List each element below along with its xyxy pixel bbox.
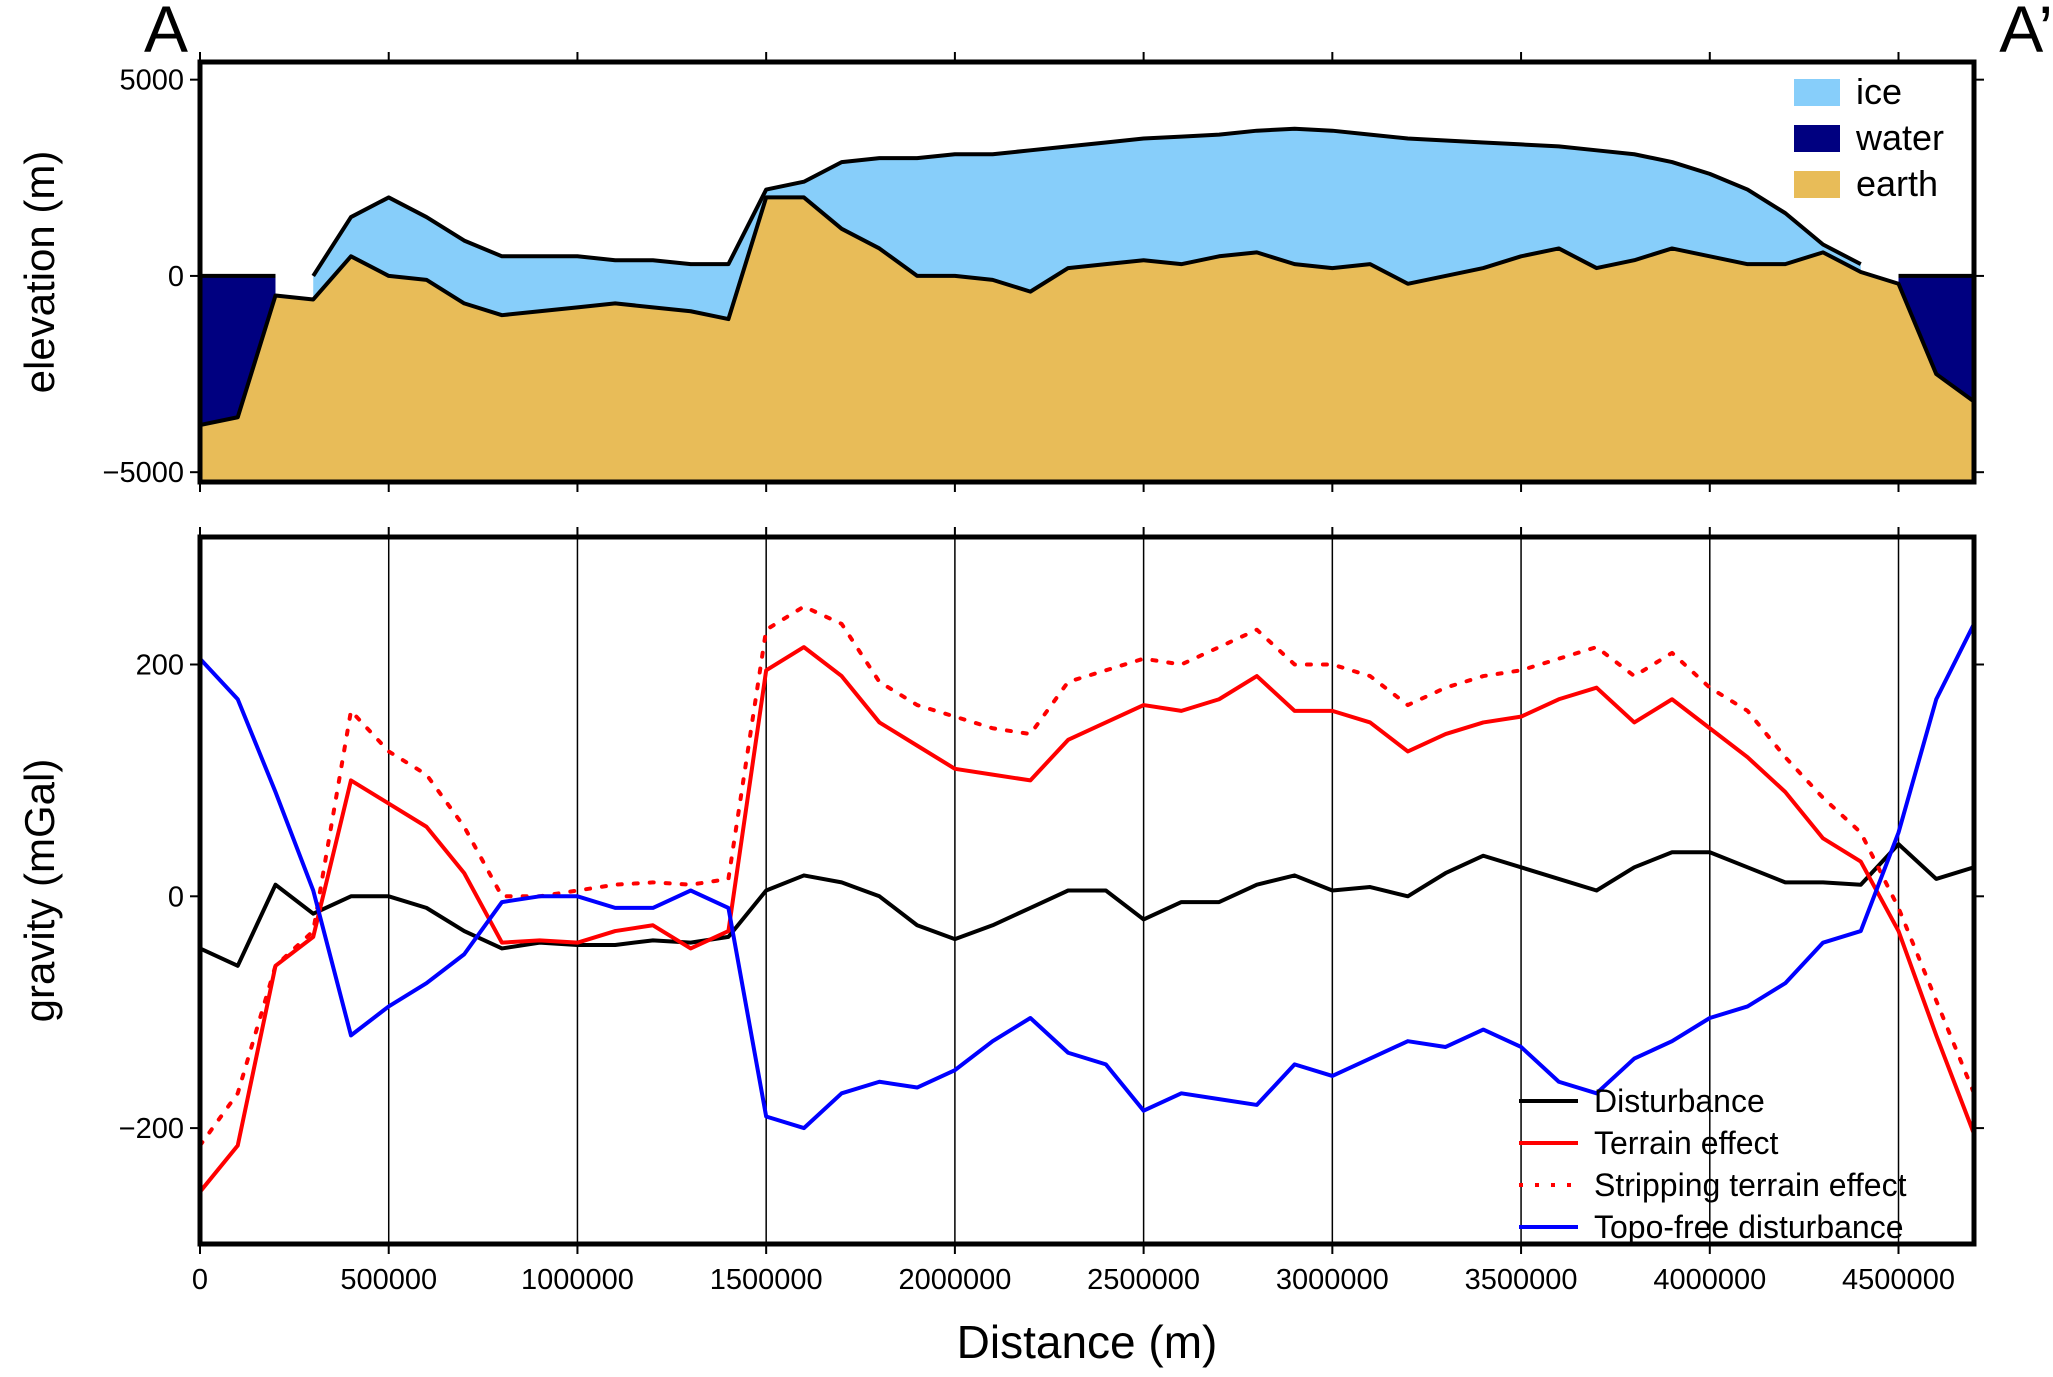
water-fill [1898,275,1974,402]
legend-label: Disturbance [1594,1083,1765,1119]
y-axis-label: elevation (m) [16,151,63,394]
ice-fill [313,128,1861,320]
annotation: A [144,0,188,66]
y-tick-label: 200 [136,649,184,681]
plot-frame [197,59,1977,485]
plot-area [200,604,1974,1194]
annotation: A’ [1999,0,2053,66]
plot-frame [197,534,1977,1247]
legend-label: ice [1856,71,1902,112]
earth-fill [200,197,1974,482]
legend-label: water [1855,117,1944,158]
x-tick-label: 4500000 [1842,1264,1955,1296]
legend-label: earth [1856,163,1938,204]
legend-swatch [1794,79,1840,106]
legend-swatch [1794,171,1840,198]
plot-area [200,126,1974,482]
legend-label: Topo-free disturbance [1594,1209,1904,1245]
legend-label: Stripping terrain effect [1594,1167,1907,1203]
y-axis-label: gravity (mGal) [16,759,63,1023]
y-tick-label: 0 [168,261,184,293]
water-fill [200,275,276,426]
earth-outline [200,195,1974,428]
series-line [200,621,1974,1131]
x-tick-label: 3000000 [1276,1264,1389,1296]
series-line [200,842,1974,968]
legend-label: Terrain effect [1594,1125,1779,1161]
x-tick-label: 2500000 [1087,1264,1200,1296]
x-tick-label: 1000000 [521,1264,634,1296]
series-line [200,645,1974,1194]
x-tick-label: 4000000 [1653,1264,1766,1296]
x-tick-label: 0 [192,1264,208,1296]
ice-outline [311,126,1862,278]
y-tick-label: 0 [168,881,184,913]
x-axis-label: Distance (m) [957,1316,1218,1368]
series-line [200,604,1974,1148]
x-tick-label: 500000 [340,1264,437,1296]
x-tick-label: 3500000 [1465,1264,1578,1296]
y-tick-label: 5000 [119,65,184,97]
y-tick-label: −5000 [103,457,184,489]
y-tick-label: −200 [119,1113,184,1145]
x-tick-label: 2000000 [898,1264,1011,1296]
legend-swatch [1794,125,1840,152]
x-tick-label: 1500000 [710,1264,823,1296]
